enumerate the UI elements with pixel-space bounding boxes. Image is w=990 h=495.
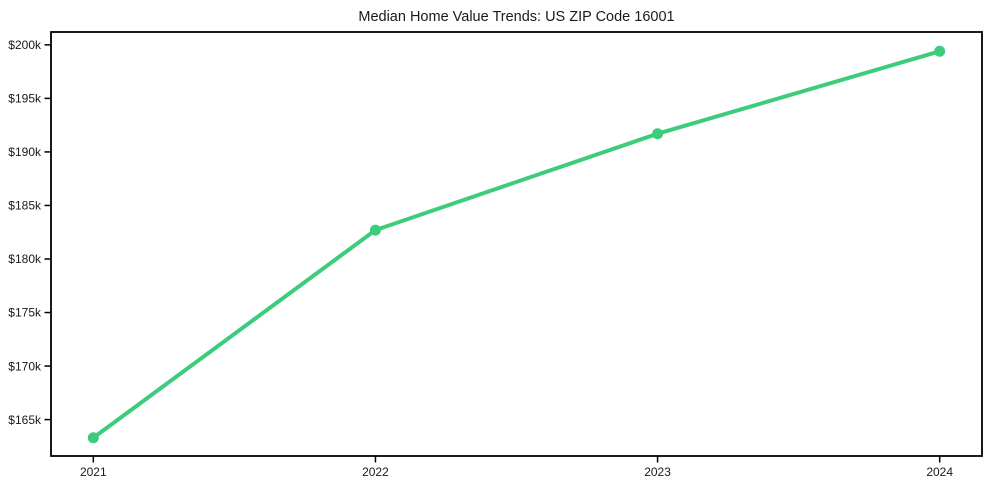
trend-line <box>91 49 942 440</box>
data-point-marker <box>369 224 381 236</box>
data-point-marker <box>87 432 99 444</box>
y-tick-label: $200k <box>8 38 42 52</box>
plot-area-border <box>50 31 983 457</box>
x-axis: 2021 2022 2023 2024 <box>80 456 953 479</box>
y-tick-label: $175k <box>8 306 42 320</box>
y-tick-label: $170k <box>8 359 42 373</box>
y-tick-label: $165k <box>8 413 42 427</box>
y-tick-label: $195k <box>8 92 42 106</box>
x-tick-label: 2022 <box>362 465 389 479</box>
x-tick-label: 2021 <box>80 465 107 479</box>
x-tick-label: 2023 <box>644 465 671 479</box>
y-axis: $165k $170k $175k $180k $185k $190k $195k $200k <box>8 38 51 427</box>
x-tick-label: 2024 <box>926 465 953 479</box>
data-point-marker <box>652 128 664 140</box>
data-markers <box>87 45 946 444</box>
y-tick-label: $180k <box>8 252 42 266</box>
y-tick-label: $190k <box>8 145 42 159</box>
data-point-marker <box>934 45 946 57</box>
y-tick-label: $185k <box>8 199 42 213</box>
chart-title: Median Home Value Trends: US ZIP Code 16… <box>358 9 674 25</box>
